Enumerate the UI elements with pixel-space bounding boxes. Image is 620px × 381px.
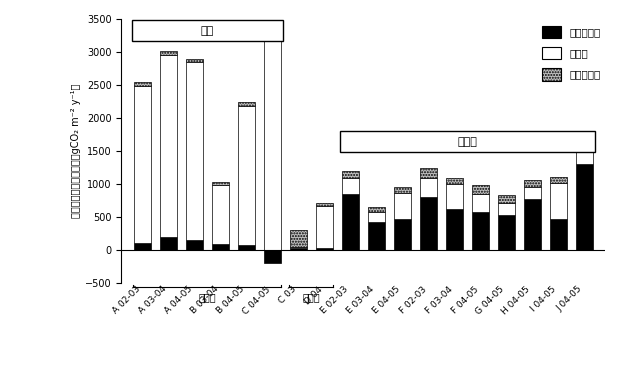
Bar [368, 207, 384, 212]
Bar [576, 164, 593, 250]
Bar [472, 212, 489, 250]
Bar [368, 212, 384, 222]
Bar [237, 106, 255, 245]
Bar [342, 171, 358, 178]
Bar [290, 230, 307, 247]
Bar [498, 215, 515, 250]
Bar [237, 102, 255, 106]
Bar [264, 250, 281, 263]
Bar [160, 237, 177, 250]
Bar [211, 182, 229, 186]
Bar [134, 86, 151, 243]
Bar [524, 199, 541, 250]
Bar [472, 186, 489, 194]
Bar [420, 168, 436, 178]
Bar [550, 183, 567, 219]
Bar [185, 240, 203, 250]
Bar [290, 248, 307, 250]
Bar [446, 209, 463, 250]
Text: 復元田: 復元田 [303, 293, 320, 303]
Bar [211, 186, 229, 243]
Bar [131, 20, 283, 41]
Bar [524, 187, 541, 199]
Bar [340, 131, 595, 152]
Bar [237, 245, 255, 250]
Bar [316, 206, 332, 248]
Bar [446, 184, 463, 209]
Bar [524, 180, 541, 187]
Text: 連作田: 連作田 [198, 293, 216, 303]
Bar [134, 82, 151, 86]
Bar [342, 194, 358, 250]
Bar [185, 62, 203, 240]
Bar [420, 197, 436, 250]
Bar [446, 178, 463, 184]
Y-axis label: 温室効果ガス発生量　（gCO₂ m⁻² y⁻¹）: 温室効果ガス発生量 （gCO₂ m⁻² y⁻¹） [71, 84, 81, 218]
Bar [394, 187, 410, 194]
Bar [576, 147, 593, 164]
Bar [550, 177, 567, 183]
Bar [160, 55, 177, 237]
Bar [211, 243, 229, 250]
Bar [134, 243, 151, 250]
Bar [394, 219, 410, 250]
Bar [342, 178, 358, 194]
Bar [185, 59, 203, 62]
Bar [394, 194, 410, 219]
Bar [498, 195, 515, 203]
Text: 水田: 水田 [200, 26, 214, 35]
Bar [316, 248, 332, 250]
Bar [316, 203, 332, 206]
Bar [264, 35, 281, 39]
Bar [290, 247, 307, 248]
Bar [420, 178, 436, 197]
Text: 転換畑: 転換畑 [457, 136, 477, 147]
Bar [264, 39, 281, 250]
Bar [368, 222, 384, 250]
Bar [498, 203, 515, 215]
Bar [160, 51, 177, 55]
Legend: 二酸化炒素, メタン, 亜酸化窒素: 二酸化炒素, メタン, 亜酸化窒素 [538, 22, 604, 85]
Bar [550, 219, 567, 250]
Bar [576, 141, 593, 147]
Bar [472, 194, 489, 212]
